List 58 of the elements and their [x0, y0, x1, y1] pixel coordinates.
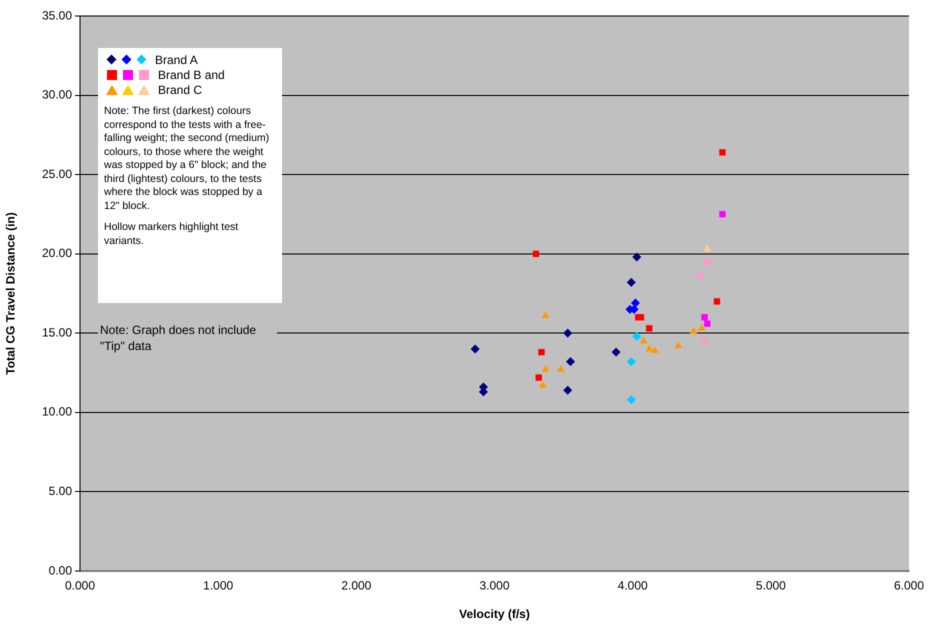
- point: [630, 298, 640, 308]
- point: [714, 298, 720, 305]
- legend-label: Brand C: [158, 82, 202, 96]
- x-tick-label: 0.000: [64, 578, 96, 593]
- annotation: Note: The first (darkest) colours correspond to the tests with a free-falling weight; the second (medium) colours, to those where the weight was stopped by a 6" block; and the third (lightest) colours, to the tests where the block was stopped by a 12" block.: [104, 105, 270, 213]
- point: [626, 357, 636, 366]
- x-tick-label: 3.000: [479, 578, 510, 593]
- y-tick-label: 30.00: [42, 88, 72, 102]
- point: [538, 380, 547, 388]
- point: [626, 395, 636, 404]
- point: [632, 252, 642, 262]
- point: [612, 348, 621, 357]
- point: [704, 320, 710, 327]
- annotation: Hollow markers highlight test variants.: [104, 221, 240, 248]
- point: [640, 336, 648, 344]
- point: [563, 386, 572, 395]
- point: [646, 325, 652, 332]
- point: [626, 278, 636, 287]
- point: [703, 244, 712, 252]
- x-tick-label: 4.000: [618, 578, 648, 593]
- y-tick-label: 15.00: [42, 325, 72, 340]
- point: [645, 344, 654, 352]
- x-tick-label: 5.000: [756, 578, 786, 593]
- point: [542, 311, 550, 318]
- point: [698, 324, 706, 331]
- point: [674, 341, 682, 348]
- x-tick-label: 6.000: [894, 578, 924, 593]
- point: [704, 258, 710, 265]
- annotation: Note: Graph does not include "Tip" data: [100, 322, 275, 354]
- point: [542, 365, 550, 372]
- point: [638, 314, 644, 320]
- y-axis-title: Total CG Travel Distance (in): [4, 212, 18, 375]
- x-tick-label: 1.000: [203, 578, 234, 593]
- point: [701, 314, 708, 320]
- x-tick-label: 2.000: [341, 578, 372, 593]
- point: [556, 365, 565, 372]
- y-tick-label: 20.00: [42, 246, 72, 260]
- point: [719, 149, 726, 156]
- point: [563, 328, 572, 338]
- x-axis-title: Velocity (f/s): [459, 607, 530, 622]
- y-tick-label: 5.00: [48, 484, 72, 498]
- y-tick-label: 10.00: [42, 404, 72, 419]
- point: [538, 348, 545, 356]
- point: [701, 338, 708, 344]
- point: [632, 332, 642, 341]
- point: [532, 250, 540, 258]
- y-tick-label: 35.00: [42, 8, 72, 22]
- point: [650, 346, 659, 353]
- legend-label: Brand B and: [158, 68, 225, 82]
- y-tick-label: 25.00: [42, 166, 72, 181]
- point: [566, 357, 575, 366]
- y-tick-label: 0.00: [48, 563, 72, 578]
- point: [536, 374, 542, 381]
- point: [690, 327, 698, 334]
- point: [470, 344, 480, 354]
- legend-label: Brand A: [155, 52, 198, 66]
- point: [697, 272, 704, 280]
- point: [719, 211, 726, 218]
